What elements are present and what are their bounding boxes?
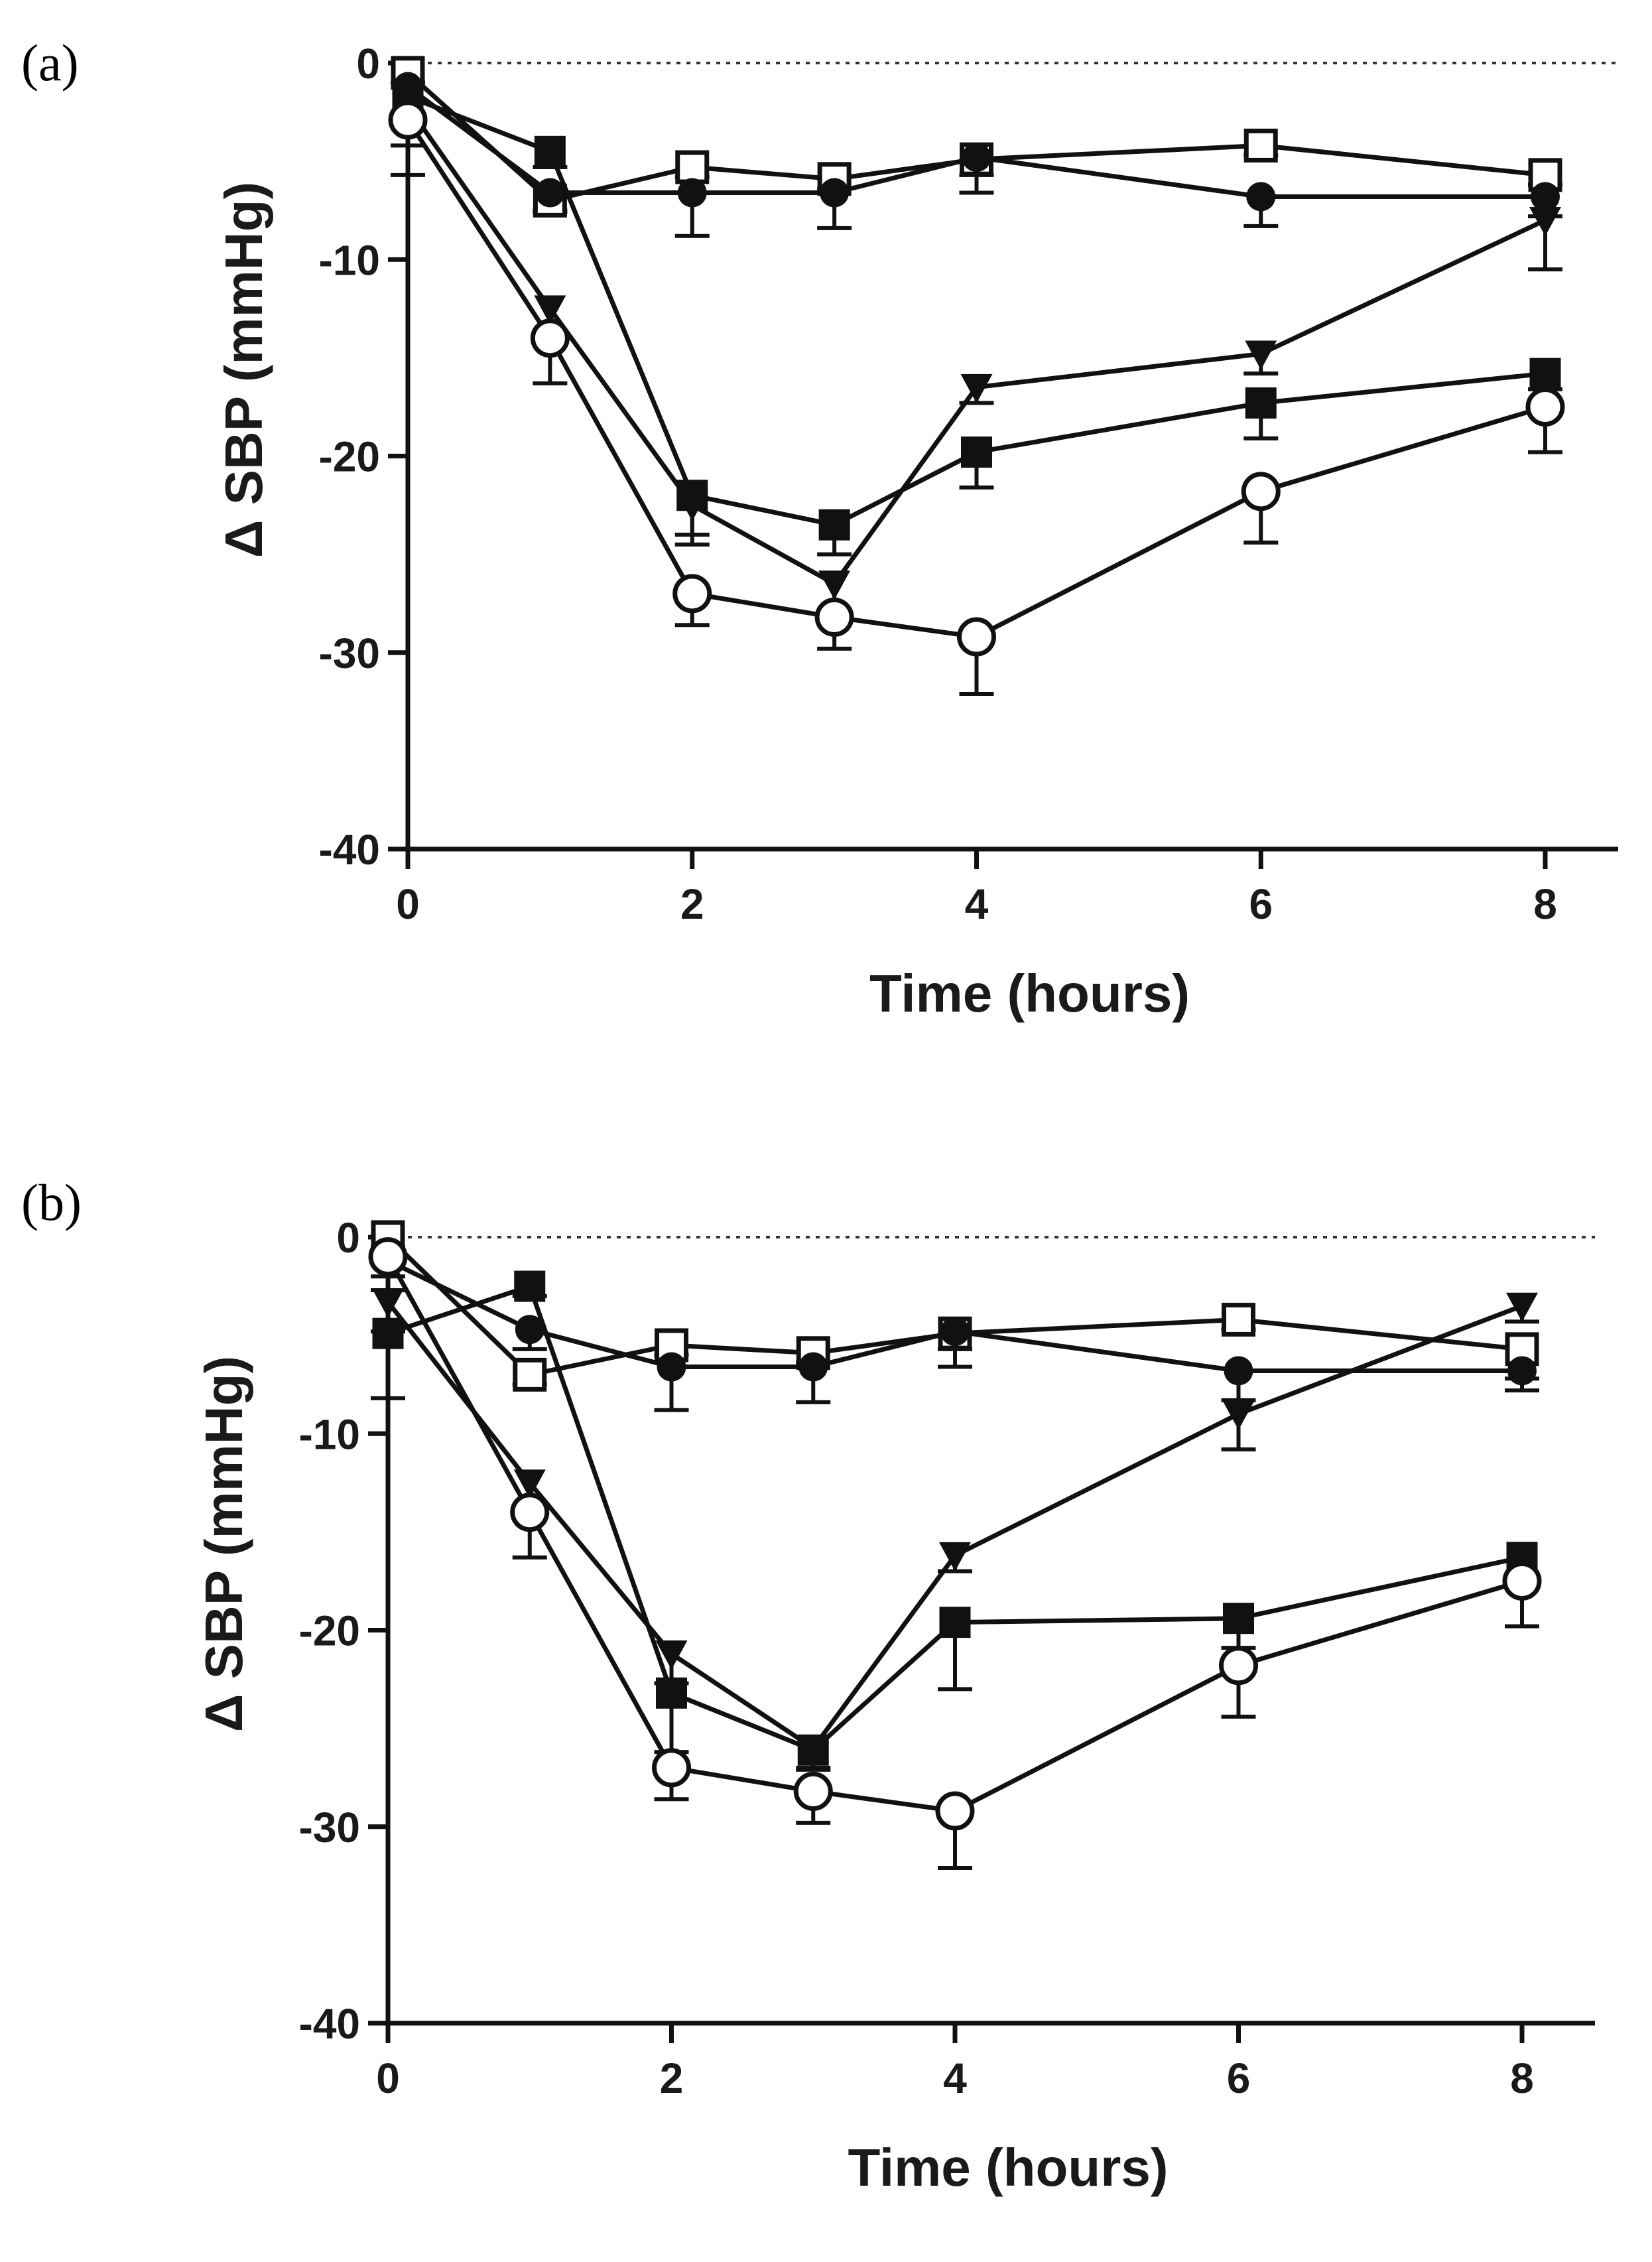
marker-filled-triangle [534,295,566,325]
marker-filled-square-small [1245,387,1277,419]
x-tick-label: 8 [1510,2054,1534,2102]
marker-filled-square-small [1529,358,1561,389]
y-axis-title: Δ SBP (mmHg) [194,1356,253,1732]
marker-filled-circle [535,178,565,208]
marker-filled-square [514,1270,546,1302]
y-tick-label: 0 [356,40,380,88]
y-tick-label: -40 [319,826,381,874]
marker-open-circle [368,1237,408,1277]
marker-filled-circle [657,1352,686,1382]
x-tick-label: 0 [396,880,420,928]
marker-open-circle [935,1791,975,1831]
marker-filled-triangle [513,1469,546,1499]
marker-open-circle [1241,472,1281,511]
marker-open-circle [510,1493,550,1532]
y-tick-label: -30 [299,1804,361,1851]
marker-open-square [1222,1302,1255,1337]
marker-filled-triangle [1506,1292,1538,1322]
marker-open-circle [652,1748,691,1788]
marker-filled-circle [677,178,707,208]
marker-filled-triangle [1529,207,1561,236]
chart-panel-b: 0 -10 -20 -30 -40 0 2 4 6 8 Time (hours) Δ SBP (mmH… [194,1214,1595,2197]
x-tick-label: 6 [1227,2054,1251,2102]
y-tick-label: -20 [319,433,381,481]
marker-filled-circle [1246,182,1276,212]
marker-filled-circle [1224,1356,1253,1386]
plot-area-a: 0 -10 -20 -30 -40 0 2 4 6 8 Time (hours) Δ SBP (mmH… [214,40,1618,1023]
x-tick-label: 2 [660,2054,684,2102]
marker-open-circle [793,1771,833,1811]
marker-open-circle [1219,1646,1258,1686]
marker-filled-circle [940,1317,970,1347]
marker-filled-square [372,1317,404,1349]
marker-filled-square-small [534,135,566,167]
marker-open-circle [1502,1561,1542,1601]
marker-filled-circle [515,1315,544,1345]
y-tick-label: -40 [299,2000,361,2048]
marker-open-square [1243,128,1278,163]
marker-filled-circle [798,1352,828,1382]
marker-filled-triangle [818,570,851,600]
marker-filled-triangle [676,492,708,521]
marker-filled-square [656,1677,687,1709]
marker-filled-circle [962,143,991,172]
marker-filled-square-small [961,436,992,468]
y-tick-label: -10 [319,236,381,284]
panel-label-a: (a) [21,34,79,92]
y-axis-title: Δ SBP (mmHg) [214,182,273,558]
marker-filled-circle [1507,1356,1537,1386]
panel-label-b: (b) [21,1173,82,1231]
x-axis-title: Time (hours) [848,2138,1168,2197]
marker-filled-triangle [939,1542,971,1571]
x-axis-title: Time (hours) [869,964,1190,1023]
marker-filled-triangle [797,1735,830,1764]
marker-open-circle [814,597,854,637]
x-tick-label: 0 [376,2054,400,2102]
marker-filled-square-small [818,509,850,541]
y-tick-label: -20 [299,1607,361,1655]
marker-filled-square [939,1607,971,1638]
marker-filled-triangle [372,1288,404,1318]
y-tick-label: -10 [299,1410,361,1458]
plot-area-b: 0 -10 -20 -30 -40 0 2 4 6 8 Time (hours) Δ SBP (mmH… [194,1214,1595,2197]
marker-open-circle [672,574,712,614]
chart-panel-a: 0 -10 -20 -30 -40 0 2 4 6 8 Time (hours) Δ SBP (mmH… [214,40,1618,1023]
x-tick-label: 4 [943,2054,967,2102]
marker-open-square [675,150,710,184]
marker-filled-square [1223,1603,1254,1634]
marker-open-circle [1525,387,1565,427]
marker-open-circle [388,100,428,140]
marker-filled-circle [820,178,850,208]
marker-open-circle [530,318,570,358]
y-tick-label: -30 [319,630,381,677]
x-tick-label: 4 [965,880,989,928]
marker-open-circle [957,617,996,657]
marker-filled-triangle [1245,340,1277,370]
marker-filled-circle [1531,182,1560,212]
marker-filled-triangle [655,1640,688,1670]
x-tick-label: 2 [680,880,704,928]
y-tick-label: 0 [336,1214,360,1262]
marker-filled-triangle [1222,1400,1255,1430]
x-tick-label: 8 [1533,880,1557,928]
marker-filled-triangle [960,373,993,403]
x-tick-label: 6 [1249,880,1273,928]
marker-open-square [513,1357,547,1392]
